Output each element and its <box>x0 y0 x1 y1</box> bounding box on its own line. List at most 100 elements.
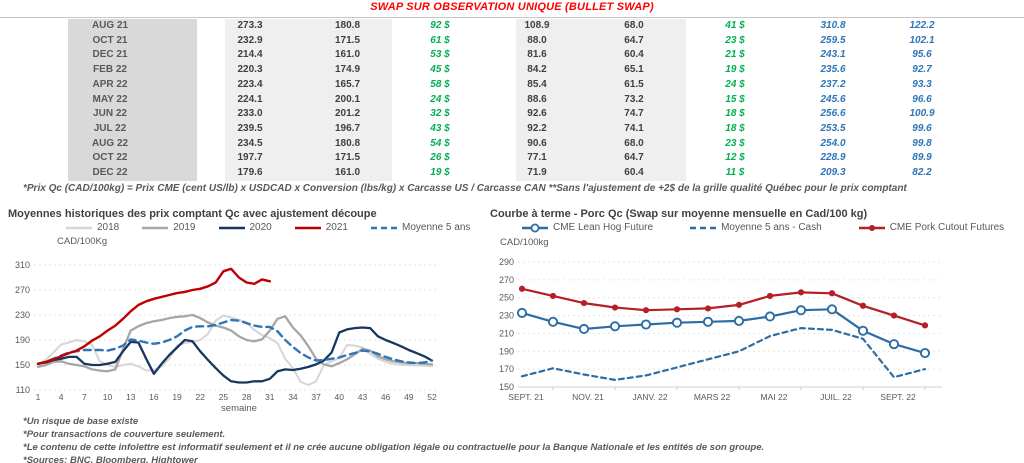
svg-text:31: 31 <box>265 392 275 402</box>
cell-value: 180.8 <box>309 136 392 152</box>
cell-value: 200.1 <box>309 92 392 108</box>
svg-text:190: 190 <box>15 335 30 345</box>
svg-text:10: 10 <box>103 392 113 402</box>
svg-text:46: 46 <box>381 392 391 402</box>
column-gap <box>197 63 225 78</box>
cell-value: 32 $ <box>430 108 450 120</box>
svg-text:SEPT. 21: SEPT. 21 <box>508 392 544 402</box>
cell-value: 100.9 <box>909 108 935 120</box>
svg-text:25: 25 <box>219 392 229 402</box>
cell-value: 201.2 <box>309 107 392 123</box>
right-chart-legend: CME Lean Hog Future Moyenne 5 ans - Cash C… <box>521 222 1004 233</box>
cell-month: MAY 22 <box>68 92 197 108</box>
row-margin <box>0 78 68 93</box>
svg-text:28: 28 <box>242 392 252 402</box>
cell-value: 92 $ <box>430 20 450 31</box>
svg-text:310: 310 <box>15 260 30 270</box>
cell-value: 197.7 <box>225 151 309 167</box>
cell-value: 68.0 <box>601 136 686 152</box>
table-footnote: *Prix Qc (CAD/100kg) = Prix CME (cent US… <box>23 183 907 194</box>
cell-month: OCT 21 <box>68 33 197 49</box>
cell-value: 61.5 <box>601 77 686 93</box>
moyenne-5-ans-legend-swatch <box>371 226 397 229</box>
table-row: OCT 21 232.9 171.5 61 $ 88.0 64.7 23 $ 259.5 102… <box>0 33 1024 49</box>
cell-value: 239.5 <box>225 122 309 137</box>
forward-curve-chart: 150 170 190 210 230 250 270 290 SEPT. 21 NOV. 21 J… <box>499 257 942 402</box>
svg-text:37: 37 <box>311 392 321 402</box>
cell-value: 99.8 <box>912 137 932 149</box>
legend-item: 2019 <box>141 222 196 233</box>
2021-legend-swatch <box>294 226 321 229</box>
svg-text:230: 230 <box>499 311 514 321</box>
right-chart-title: Courbe à terme - Porc Qc (Swap sur moyen… <box>490 208 868 220</box>
svg-text:19: 19 <box>172 392 182 402</box>
svg-text:34: 34 <box>288 392 298 402</box>
cell-value: 171.5 <box>309 151 392 167</box>
cell-value: 23 $ <box>725 137 745 149</box>
cell-value: 180.8 <box>309 19 392 34</box>
table-row: DEC 21 214.4 161.0 53 $ 81.6 60.4 21 $ 243.1 95.… <box>0 48 1024 64</box>
cell-value: 18 $ <box>725 108 745 120</box>
svg-text:270: 270 <box>15 285 30 295</box>
table-row: MAY 22 224.1 200.1 24 $ 88.6 73.2 15 $ 245.6 96.… <box>0 92 1024 108</box>
table-row: JUL 22 239.5 196.7 43 $ 92.2 74.1 18 $ 253.5 99.… <box>0 122 1024 137</box>
svg-text:13: 13 <box>126 392 136 402</box>
cell-value: 161.0 <box>309 166 392 181</box>
cell-month: OCT 22 <box>68 151 197 167</box>
cell-value: 243.1 <box>820 49 846 61</box>
left-chart-legend: 2018 2019 2020 2021 Moyenne 5 ans <box>65 222 470 233</box>
row-margin <box>0 137 68 152</box>
svg-text:150: 150 <box>15 360 30 370</box>
row-margin <box>0 122 68 137</box>
svg-text:JUIL. 22: JUIL. 22 <box>820 392 852 402</box>
left-chart-title: Moyennes historiques des prix comptant Q… <box>8 208 377 220</box>
table-row: OCT 22 197.7 171.5 26 $ 77.1 64.7 12 $ 228.9 89.… <box>0 151 1024 167</box>
cell-value: 92.6 <box>516 107 601 123</box>
row-margin <box>0 166 68 181</box>
cell-value: 256.6 <box>820 108 846 120</box>
cell-value: 11 $ <box>725 167 745 179</box>
cell-value: 235.6 <box>820 64 846 76</box>
cell-value: 234.5 <box>225 136 309 152</box>
legend-item: CME Pork Cutout Futures <box>858 222 1004 233</box>
cell-value: 74.1 <box>601 122 686 137</box>
row-margin <box>0 19 68 34</box>
table-row: AUG 21 273.3 180.8 92 $ 108.9 68.0 41 $ 310.8 12… <box>0 19 1024 34</box>
column-gap <box>197 151 225 166</box>
cell-value: 43 $ <box>430 123 450 135</box>
cell-value: 54 $ <box>430 137 450 149</box>
cell-value: 45 $ <box>430 64 450 76</box>
cell-value: 26 $ <box>430 152 450 164</box>
cell-value: 82.2 <box>912 167 932 179</box>
cell-value: 220.3 <box>225 63 309 78</box>
svg-text:40: 40 <box>335 392 345 402</box>
cell-value: 93.3 <box>912 78 932 90</box>
cell-value: 179.6 <box>225 166 309 181</box>
cme-pork-cutout-futures-legend-swatch <box>858 224 885 231</box>
table-row: JUN 22 233.0 201.2 32 $ 92.6 74.7 18 $ 256.6 100… <box>0 107 1024 123</box>
cell-month: DEC 21 <box>68 48 197 64</box>
svg-text:7: 7 <box>82 392 87 402</box>
svg-text:22: 22 <box>196 392 206 402</box>
cell-value: 196.7 <box>309 122 392 137</box>
legend-label: Moyenne 5 ans - Cash <box>721 222 822 233</box>
column-gap <box>197 19 225 34</box>
legend-item: 2018 <box>65 222 119 233</box>
svg-text:16: 16 <box>149 392 159 402</box>
column-gap <box>197 93 225 108</box>
cell-value: 92.7 <box>912 64 932 76</box>
title-divider <box>0 17 1024 18</box>
legend-item: Moyenne 5 ans <box>370 222 470 233</box>
legend-item: 2021 <box>294 222 348 233</box>
cell-month: JUN 22 <box>68 107 197 123</box>
cell-value: 237.2 <box>820 78 846 90</box>
cell-value: 108.9 <box>516 19 601 34</box>
row-margin <box>0 34 68 49</box>
cell-value: 88.0 <box>516 33 601 49</box>
cell-value: 209.3 <box>820 167 846 179</box>
column-gap <box>197 48 225 63</box>
page-footnotes: *Un risque de base existe *Pour transact… <box>23 415 1013 463</box>
row-margin <box>0 151 68 166</box>
cell-value: 92.2 <box>516 122 601 137</box>
svg-text:230: 230 <box>15 310 30 320</box>
